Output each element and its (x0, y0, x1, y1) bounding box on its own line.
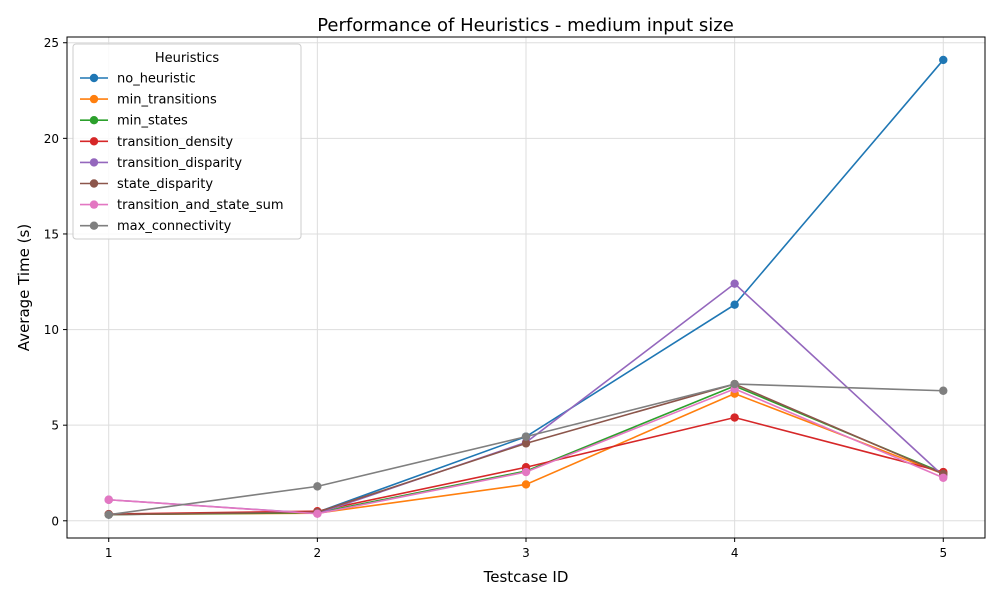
legend-swatch-marker (89, 158, 99, 167)
legend-item: transition_density (80, 135, 233, 150)
y-tick-label: 15 (44, 227, 59, 241)
data-point (521, 432, 531, 441)
legend-swatch-marker (89, 137, 99, 146)
series-lines (104, 55, 948, 519)
legend-item: min_transitions (80, 93, 217, 108)
legend-title: Heuristics (155, 51, 220, 66)
data-point (939, 55, 948, 65)
legend-item: transition_disparity (80, 156, 242, 171)
y-tick-label: 20 (44, 132, 59, 146)
legend-label: min_transitions (117, 93, 217, 108)
data-point (104, 495, 113, 504)
data-point (730, 300, 739, 309)
data-point (730, 379, 739, 389)
legend-swatch-marker (89, 94, 99, 104)
data-point (521, 480, 531, 489)
legend-item: max_connectivity (80, 219, 232, 234)
y-tick-label: 25 (44, 36, 59, 50)
x-tick-label: 4 (731, 546, 739, 560)
x-tick-label: 2 (314, 546, 322, 560)
x-tick-label: 5 (939, 546, 947, 560)
chart-title: Performance of Heuristics - medium input… (317, 15, 734, 36)
legend-swatch-marker (89, 179, 99, 188)
legend-swatch-marker (89, 200, 99, 209)
data-point (939, 386, 948, 395)
y-tick-label: 10 (44, 323, 59, 337)
data-point (313, 482, 322, 491)
legend-label: max_connectivity (117, 219, 232, 234)
x-axis-label: Testcase ID (483, 568, 569, 586)
data-point (521, 467, 531, 477)
legend-label: transition_and_state_sum (117, 198, 284, 213)
legend-box (72, 43, 302, 240)
legend-label: state_disparity (117, 177, 213, 192)
data-point (521, 439, 531, 448)
data-point (313, 509, 322, 518)
legend-label: transition_disparity (117, 156, 242, 171)
y-tick-label: 0 (51, 514, 59, 528)
legend-swatch-marker (89, 73, 99, 83)
legend-swatch-marker (89, 116, 99, 125)
series-max-connectivity (104, 379, 948, 519)
legend-swatch-marker (89, 221, 99, 230)
grid (67, 37, 985, 538)
legend-label: no_heuristic (117, 72, 196, 87)
x-tick-label: 1 (105, 546, 113, 560)
legend-item: min_states (80, 114, 188, 129)
legend-item: no_heuristic (80, 72, 196, 87)
legend-label: min_states (117, 114, 188, 129)
legend-item: transition_and_state_sum (80, 198, 284, 213)
data-point (939, 473, 948, 482)
data-point (104, 510, 113, 519)
legend: Heuristics no_heuristic min_transitionsmi… (72, 43, 302, 240)
legend-label: transition_density (117, 135, 233, 150)
y-axis: 0 5 10 15 20 25 (44, 36, 67, 528)
y-tick-label: 5 (51, 419, 59, 433)
x-axis: 1 2 3 4 5 (105, 538, 947, 560)
x-tick-label: 3 (522, 546, 530, 560)
y-axis-label: Average Time (s) (15, 224, 33, 351)
series-transition-and-state-sum (104, 384, 948, 518)
data-point (730, 413, 739, 422)
legend-item: state_disparity (80, 177, 213, 192)
data-point (730, 279, 739, 288)
